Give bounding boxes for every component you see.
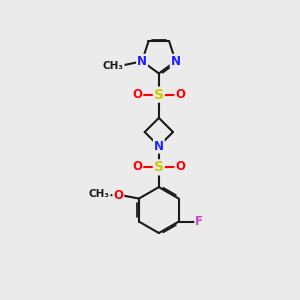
Text: N: N [171,55,181,68]
Text: F: F [195,215,203,228]
Text: CH₃: CH₃ [89,189,110,199]
Text: S: S [154,160,164,174]
Text: O: O [175,160,185,173]
Text: O: O [175,88,185,100]
Text: N: N [154,140,164,153]
Text: CH₃: CH₃ [103,61,124,71]
Text: O: O [132,160,142,173]
Text: O: O [132,88,142,100]
Text: N: N [137,55,147,68]
Text: O: O [113,189,123,202]
Text: S: S [154,88,164,102]
